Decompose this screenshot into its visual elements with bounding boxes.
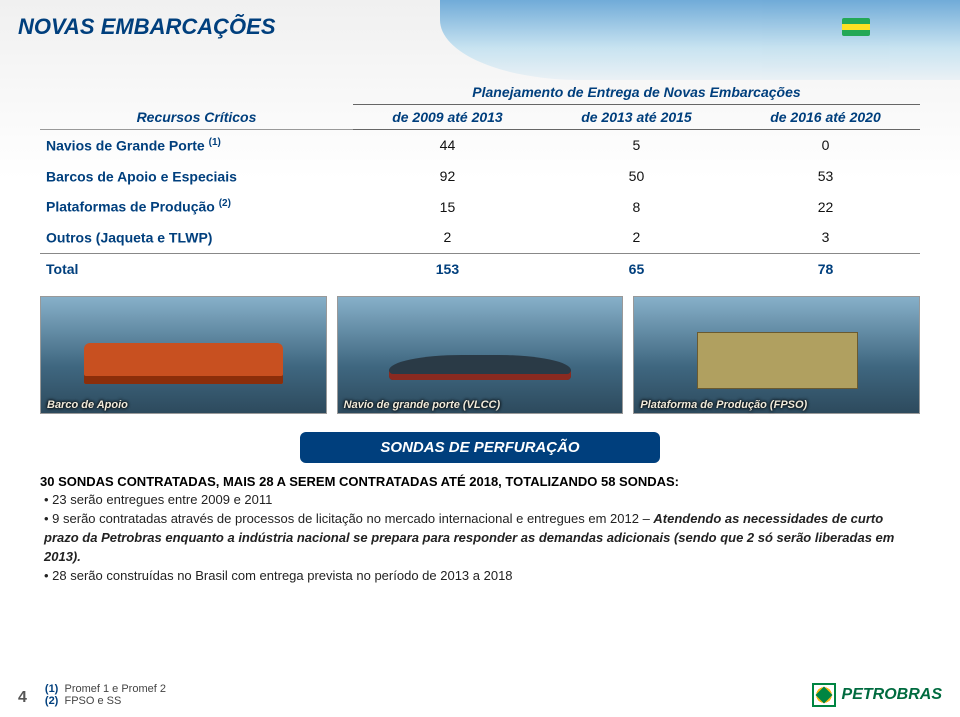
- table-row: Navios de Grande Porte (1) 44 5 0: [40, 130, 920, 161]
- header-banner: [440, 0, 960, 80]
- cell: 2: [542, 222, 731, 253]
- cell: 22: [731, 191, 920, 222]
- image-caption: Barco de Apoio: [47, 399, 128, 411]
- total-label: Total: [40, 253, 353, 284]
- footnote-mark: (1): [45, 683, 58, 695]
- bullet-item: 23 serão entregues entre 2009 e 2011: [44, 491, 920, 510]
- image-caption: Plataforma de Produção (FPSO): [640, 399, 807, 411]
- row-label: Plataformas de Produção: [46, 199, 215, 215]
- footnote-text: FPSO e SS: [64, 695, 121, 707]
- cell: 8: [542, 191, 731, 222]
- image-vlcc: Navio de grande porte (VLCC): [337, 296, 624, 414]
- cell: 44: [353, 130, 542, 161]
- total-cell: 78: [731, 253, 920, 284]
- cell: 53: [731, 161, 920, 192]
- total-row: Total 153 65 78: [40, 253, 920, 284]
- image-fpso: Plataforma de Produção (FPSO): [633, 296, 920, 414]
- row-header-label: Recursos Críticos: [40, 80, 353, 130]
- cell: 0: [731, 130, 920, 161]
- page-number: 4: [18, 689, 27, 707]
- logo-text: PETROBRAS: [842, 686, 942, 704]
- section-pill: SONDAS DE PERFURAÇÃO: [300, 432, 660, 463]
- footnote-mark: (2): [45, 695, 58, 707]
- cell: 2: [353, 222, 542, 253]
- period-0: de 2009 até 2013: [353, 105, 542, 130]
- cell: 15: [353, 191, 542, 222]
- br-logo-icon: [812, 683, 836, 707]
- bullet-item: 28 serão construídas no Brasil com entre…: [44, 567, 920, 586]
- row-sup: (2): [219, 198, 231, 209]
- period-1: de 2013 até 2015: [542, 105, 731, 130]
- row-label: Navios de Grande Porte: [46, 138, 205, 154]
- image-caption: Navio de grande porte (VLCC): [344, 399, 500, 411]
- period-2: de 2016 até 2020: [731, 105, 920, 130]
- footnote-text: Promef 1 e Promef 2: [64, 683, 166, 695]
- footnotes: (1) Promef 1 e Promef 2 (2) FPSO e SS: [45, 683, 166, 707]
- total-cell: 65: [542, 253, 731, 284]
- table-row: Outros (Jaqueta e TLWP) 2 2 3: [40, 222, 920, 253]
- footer: 4 (1) Promef 1 e Promef 2 (2) FPSO e SS …: [18, 683, 942, 707]
- slide-title: NOVAS EMBARCAÇÕES: [18, 14, 276, 40]
- row-sup: (1): [209, 137, 221, 148]
- cell: 5: [542, 130, 731, 161]
- bullets-lead: 30 SONDAS CONTRATADAS, MAIS 28 A SEREM C…: [40, 473, 920, 492]
- table-row: Plataformas de Produção (2) 15 8 22: [40, 191, 920, 222]
- table-row: Barcos de Apoio e Especiais 92 50 53: [40, 161, 920, 192]
- content-area: Recursos Críticos Planejamento de Entreg…: [40, 80, 920, 586]
- image-row: Barco de Apoio Navio de grande porte (VL…: [40, 296, 920, 414]
- bullet-item: 9 serão contratadas através de processos…: [44, 510, 920, 567]
- row-label: Barcos de Apoio e Especiais: [46, 168, 237, 184]
- row-label: Outros (Jaqueta e TLWP): [46, 230, 212, 246]
- image-supply-vessel: Barco de Apoio: [40, 296, 327, 414]
- bullets-block: 30 SONDAS CONTRATADAS, MAIS 28 A SEREM C…: [40, 473, 920, 586]
- vessels-table: Recursos Críticos Planejamento de Entreg…: [40, 80, 920, 284]
- total-cell: 153: [353, 253, 542, 284]
- cell: 50: [542, 161, 731, 192]
- spanned-header: Planejamento de Entrega de Novas Embarca…: [353, 80, 920, 105]
- cell: 92: [353, 161, 542, 192]
- cell: 3: [731, 222, 920, 253]
- petrobras-logo: PETROBRAS: [812, 683, 942, 707]
